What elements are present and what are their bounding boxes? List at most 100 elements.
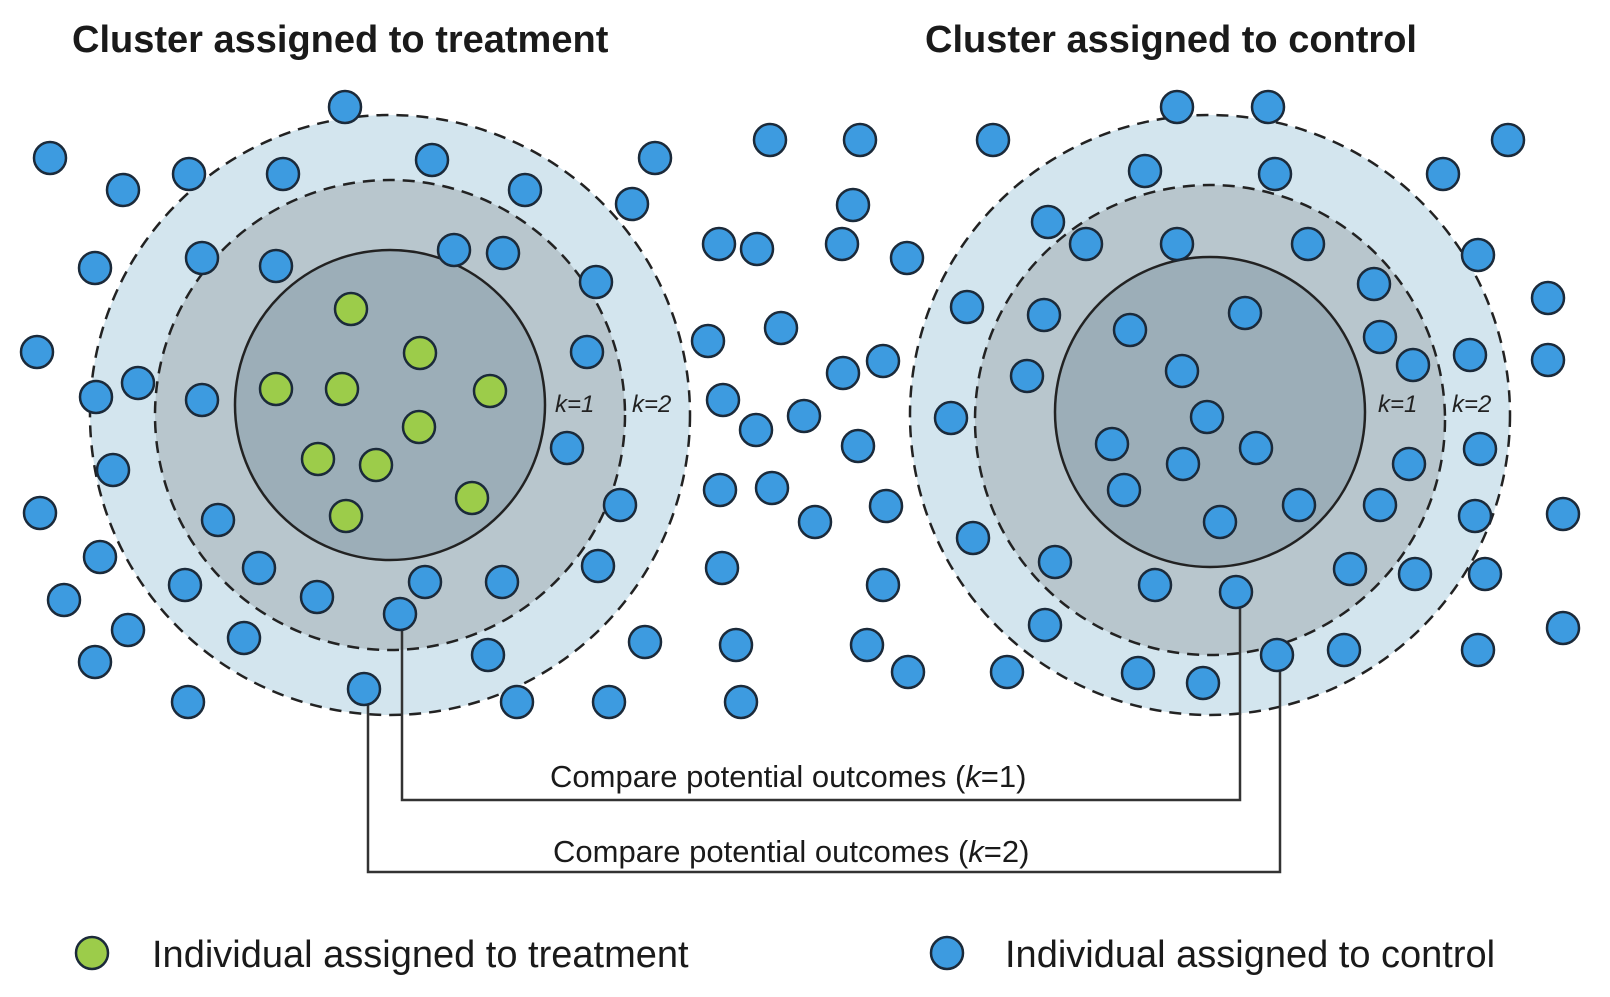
- control-individual: [889, 240, 925, 276]
- control-individual: [865, 567, 901, 603]
- control-individual: [1037, 544, 1073, 580]
- control-individual: [346, 671, 382, 707]
- control-individual: [569, 334, 605, 370]
- control-individual: [1164, 353, 1200, 389]
- control-individual: [226, 620, 262, 656]
- control-individual: [1259, 637, 1295, 673]
- control-individual: [1460, 237, 1496, 273]
- treatment-individual: [402, 335, 438, 371]
- control-individual: [580, 548, 616, 584]
- control-individual: [840, 428, 876, 464]
- control-individual: [170, 684, 206, 720]
- control-individual: [1137, 567, 1173, 603]
- compare-k2-bracket: [366, 658, 1282, 874]
- control-individual: [1227, 295, 1263, 331]
- control-individual: [414, 142, 450, 178]
- control-individual: [1106, 472, 1142, 508]
- treatment-cluster-title: Cluster assigned to treatment: [72, 19, 609, 61]
- control-individual: [1027, 607, 1063, 643]
- control-individual: [1362, 487, 1398, 523]
- legend-control-label: Individual assigned to control: [1005, 934, 1495, 976]
- control-individual: [78, 379, 114, 415]
- control-individual: [1112, 312, 1148, 348]
- control-individual: [989, 654, 1025, 690]
- treatment-cluster: k=1 k=2: [88, 113, 692, 717]
- control-individual: [752, 122, 788, 158]
- legend-treatment-icon: [74, 935, 110, 971]
- control-individual: [507, 172, 543, 208]
- control-individual: [382, 596, 418, 632]
- control-individual: [265, 156, 301, 192]
- control-individual: [975, 122, 1011, 158]
- individuals: [19, 89, 1581, 720]
- treatment-individual: [324, 371, 360, 407]
- control-individual: [1397, 556, 1433, 592]
- control-individual: [1281, 487, 1317, 523]
- control-individual: [1530, 280, 1566, 316]
- control-individual: [1326, 632, 1362, 668]
- control-individual: [955, 520, 991, 556]
- control-individual: [46, 582, 82, 618]
- control-individual: [718, 627, 754, 663]
- control-individual: [890, 654, 926, 690]
- control-k2-label: k=2: [1452, 391, 1491, 418]
- control-individual: [485, 235, 521, 271]
- control-individual: [637, 140, 673, 176]
- control-individual: [1238, 430, 1274, 466]
- control-individual: [82, 539, 118, 575]
- legend-control-icon: [929, 935, 965, 971]
- control-individual: [1545, 610, 1581, 646]
- control-individual: [614, 186, 650, 222]
- control-individual: [1457, 498, 1493, 534]
- legend-treatment-label: Individual assigned to treatment: [152, 934, 689, 976]
- control-individual: [1250, 89, 1286, 125]
- control-individual: [1026, 297, 1062, 333]
- control-individual: [1290, 226, 1326, 262]
- control-individual: [701, 226, 737, 262]
- control-individual: [95, 452, 131, 488]
- compare-k1-label: Compare potential outcomes (k=1): [550, 759, 1026, 794]
- treatment-k2-label: k=2: [632, 391, 671, 418]
- control-individual: [1362, 319, 1398, 355]
- control-individual: [1068, 226, 1104, 262]
- control-individual: [754, 470, 790, 506]
- control-individual: [705, 382, 741, 418]
- control-individual: [1467, 556, 1503, 592]
- control-individual: [1391, 446, 1427, 482]
- control-individual: [835, 187, 871, 223]
- control-individual: [258, 248, 294, 284]
- control-individual: [1165, 446, 1201, 482]
- control-individual: [549, 430, 585, 466]
- control-individual: [868, 488, 904, 524]
- control-individual: [407, 564, 443, 600]
- control-individual: [184, 240, 220, 276]
- control-individual: [738, 412, 774, 448]
- control-individual: [1490, 122, 1526, 158]
- control-individual: [1452, 337, 1488, 373]
- control-individual: [1009, 358, 1045, 394]
- control-individual: [120, 365, 156, 401]
- control-individual: [1202, 504, 1238, 540]
- control-individual: [690, 323, 726, 359]
- control-individual: [110, 612, 146, 648]
- treatment-individual: [258, 371, 294, 407]
- treatment-individual: [454, 480, 490, 516]
- control-individual: [1218, 574, 1254, 610]
- control-individual: [797, 504, 833, 540]
- control-individual: [484, 564, 520, 600]
- control-individual: [327, 89, 363, 125]
- treatment-individual: [328, 498, 364, 534]
- control-individual: [32, 140, 68, 176]
- compare-k1-bracket: [400, 592, 1242, 802]
- control-cluster-title: Cluster assigned to control: [925, 19, 1417, 61]
- control-individual: [702, 472, 738, 508]
- control-individual: [763, 310, 799, 346]
- control-individual: [171, 156, 207, 192]
- control-individual: [200, 502, 236, 538]
- control-individual: [470, 637, 506, 673]
- treatment-individual: [300, 441, 336, 477]
- control-individual: [865, 343, 901, 379]
- control-individual: [1094, 426, 1130, 462]
- control-individual: [77, 644, 113, 680]
- control-individual: [1530, 342, 1566, 378]
